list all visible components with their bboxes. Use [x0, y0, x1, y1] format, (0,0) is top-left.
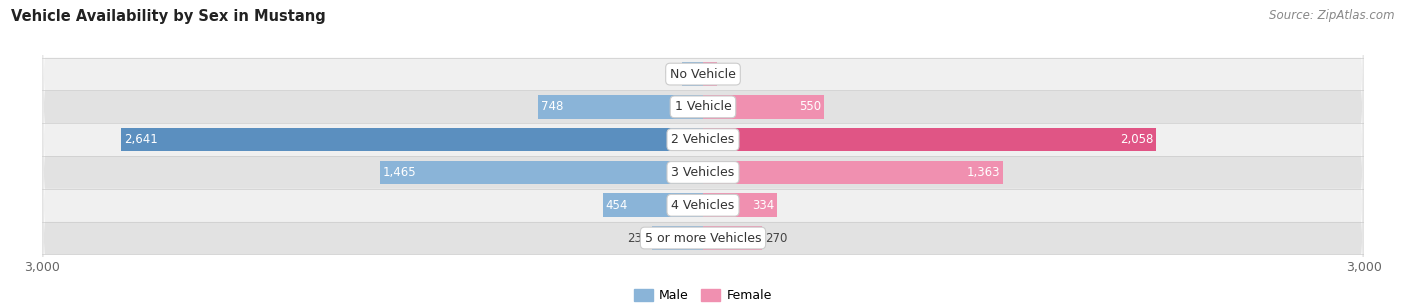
Text: 63: 63	[718, 68, 734, 80]
Text: 2 Vehicles: 2 Vehicles	[672, 133, 734, 146]
Bar	[703, 161, 1004, 184]
Text: 550: 550	[800, 100, 821, 114]
FancyBboxPatch shape	[42, 0, 1364, 306]
Legend: Male, Female: Male, Female	[630, 284, 776, 306]
Text: 3 Vehicles: 3 Vehicles	[672, 166, 734, 179]
Bar	[703, 128, 1156, 151]
Bar	[703, 226, 762, 250]
Bar	[703, 95, 824, 119]
FancyBboxPatch shape	[42, 0, 1364, 306]
Text: 97: 97	[665, 68, 679, 80]
Text: 748: 748	[541, 100, 564, 114]
FancyBboxPatch shape	[42, 0, 1364, 306]
Text: 1 Vehicle: 1 Vehicle	[675, 100, 731, 114]
Bar	[703, 62, 717, 86]
Text: 2,641: 2,641	[124, 133, 157, 146]
Text: No Vehicle: No Vehicle	[671, 68, 735, 80]
Bar	[652, 226, 703, 250]
Bar	[380, 161, 703, 184]
FancyBboxPatch shape	[42, 0, 1364, 306]
Text: 454: 454	[606, 199, 628, 212]
Text: 4 Vehicles: 4 Vehicles	[672, 199, 734, 212]
Bar	[603, 193, 703, 217]
Bar	[703, 193, 776, 217]
Text: 1,465: 1,465	[382, 166, 416, 179]
Bar	[682, 62, 703, 86]
Text: 2,058: 2,058	[1121, 133, 1154, 146]
Text: 232: 232	[627, 232, 650, 244]
Text: Vehicle Availability by Sex in Mustang: Vehicle Availability by Sex in Mustang	[11, 9, 326, 24]
Text: 334: 334	[752, 199, 773, 212]
Text: 1,363: 1,363	[967, 166, 1001, 179]
FancyBboxPatch shape	[42, 0, 1364, 306]
Text: Source: ZipAtlas.com: Source: ZipAtlas.com	[1270, 9, 1395, 22]
Text: 270: 270	[765, 232, 787, 244]
Bar	[121, 128, 703, 151]
Text: 5 or more Vehicles: 5 or more Vehicles	[645, 232, 761, 244]
Bar	[538, 95, 703, 119]
FancyBboxPatch shape	[42, 0, 1364, 306]
